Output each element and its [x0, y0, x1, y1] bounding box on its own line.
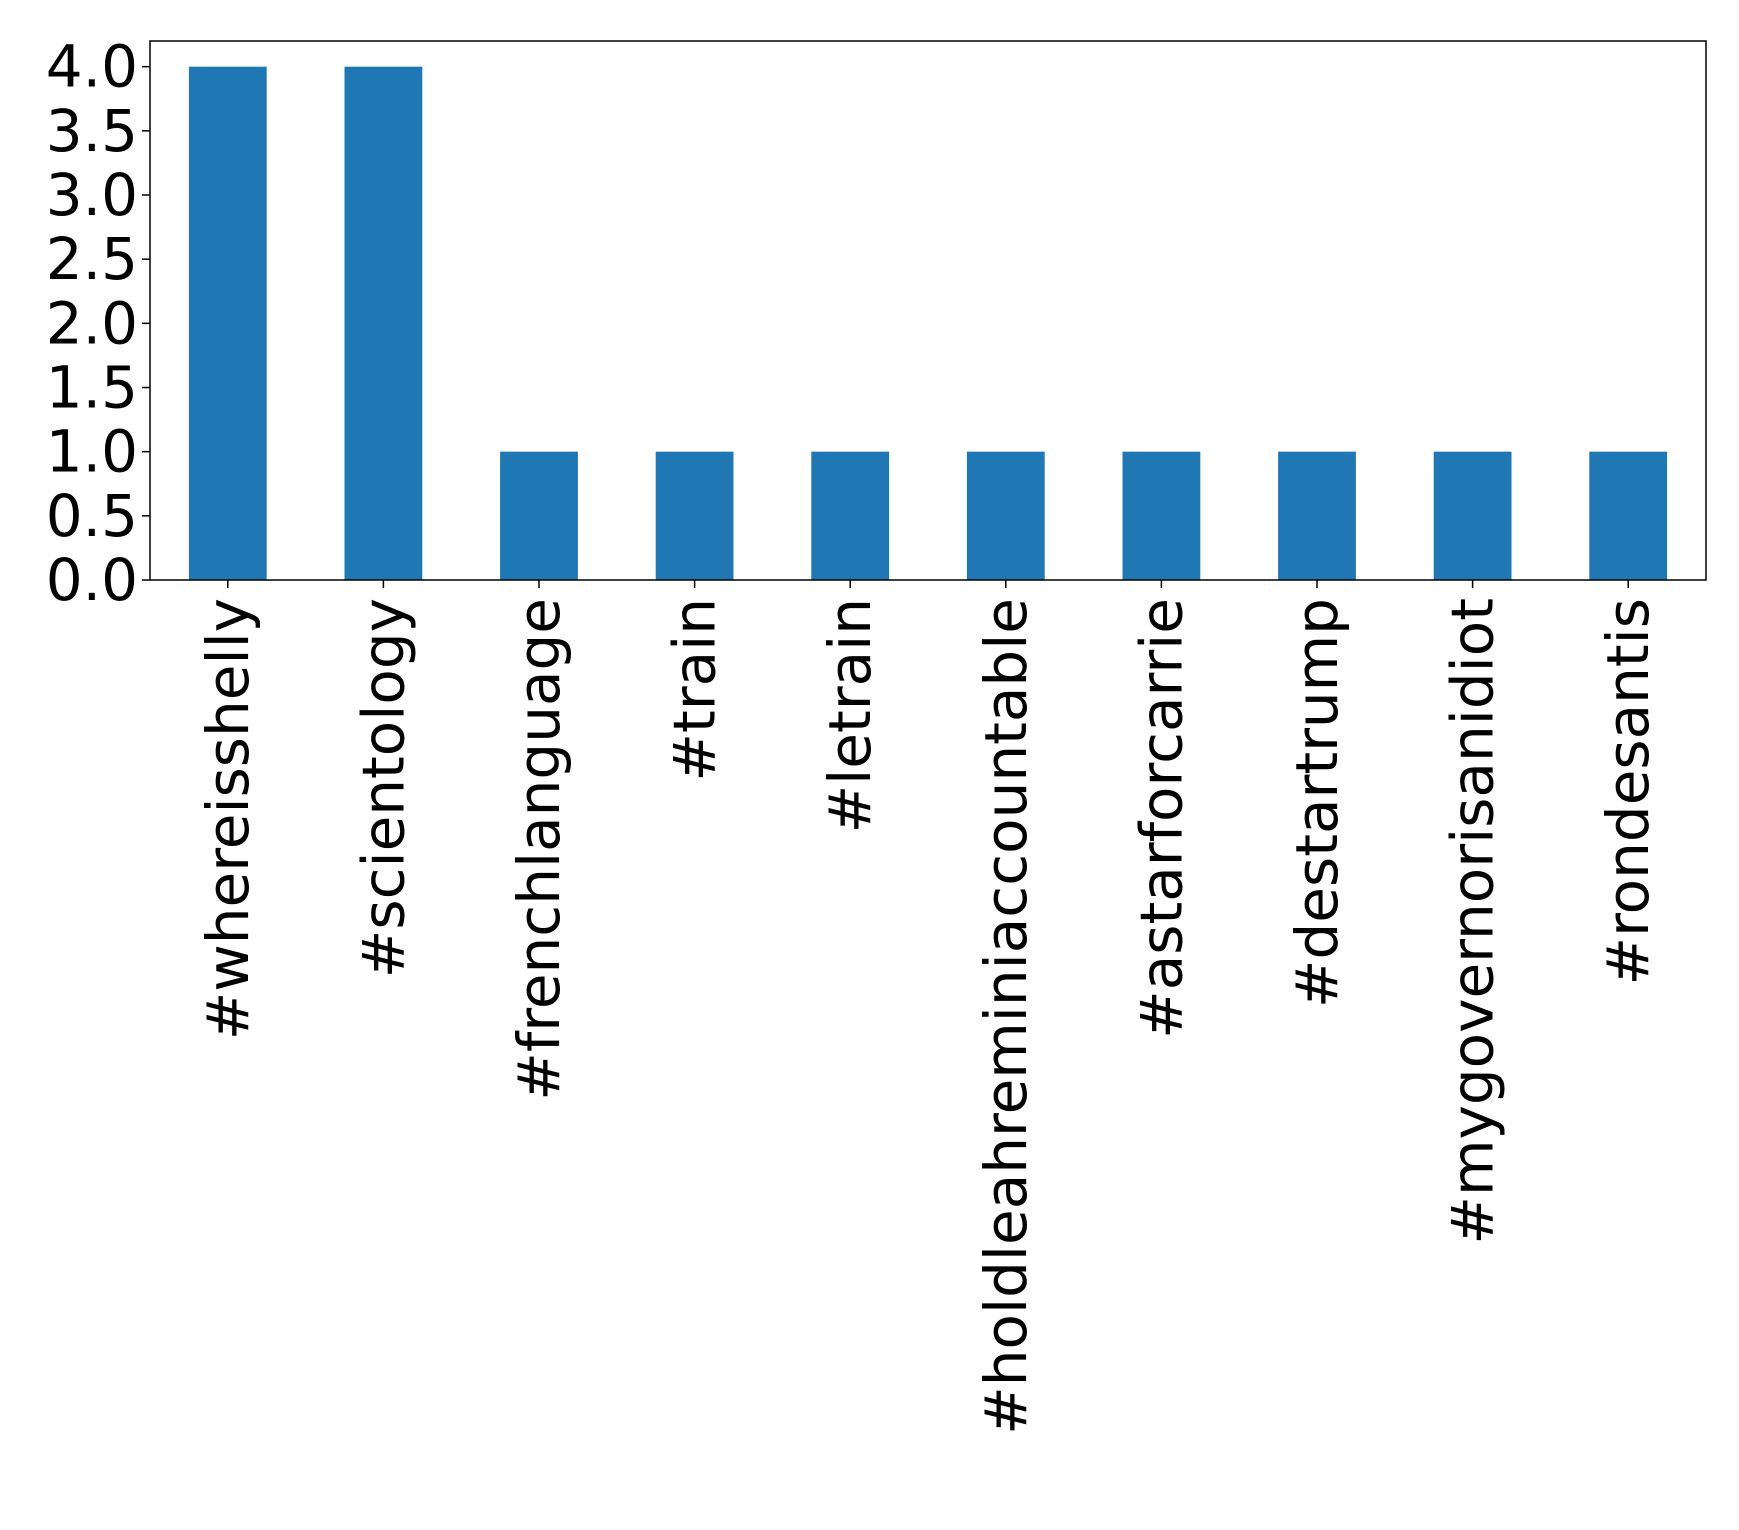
- y-axis: 0.00.51.01.52.02.53.03.54.0: [46, 33, 150, 614]
- bars-group: [188, 66, 1668, 580]
- y-tick-label: 3.5: [46, 97, 138, 165]
- x-tick-label: #scientology: [349, 598, 417, 978]
- y-tick-label: 4.0: [46, 33, 138, 101]
- bar: [1278, 451, 1356, 580]
- bar: [1122, 451, 1201, 580]
- x-tick-label: #astarforcarrie: [1127, 598, 1195, 1039]
- y-tick-label: 0.5: [46, 482, 138, 550]
- y-tick-label: 2.5: [46, 225, 138, 293]
- y-tick-label: 3.0: [46, 161, 138, 229]
- y-tick-label: 2.0: [46, 289, 138, 357]
- bar: [344, 66, 423, 580]
- x-tick-label: #destartrump: [1283, 598, 1351, 1008]
- bar: [655, 451, 734, 580]
- x-tick-label: #whereisshelly: [194, 598, 262, 1040]
- x-tick-label: #letrain: [816, 598, 884, 833]
- x-tick-label: #holdleahreminiaccountable: [972, 598, 1040, 1435]
- bar: [811, 451, 890, 580]
- y-tick-label: 1.5: [46, 354, 138, 422]
- x-tick-label: #frenchlanguage: [505, 598, 573, 1101]
- x-tick-label: #train: [661, 598, 729, 782]
- x-tick-label: #rondesantis: [1594, 598, 1662, 986]
- y-tick-label: 1.0: [46, 418, 138, 486]
- bar: [966, 451, 1045, 580]
- y-tick-label: 0.0: [46, 546, 138, 614]
- x-axis: #whereisshelly #scientology #frenchlanguag…: [194, 580, 1662, 1435]
- x-tick-label: #mygovernorisanidiot: [1439, 598, 1507, 1245]
- plot-frame: [149, 40, 1707, 581]
- bar: [1589, 451, 1668, 580]
- bar: [1433, 451, 1512, 580]
- bar: [188, 66, 267, 580]
- bar: [500, 451, 578, 580]
